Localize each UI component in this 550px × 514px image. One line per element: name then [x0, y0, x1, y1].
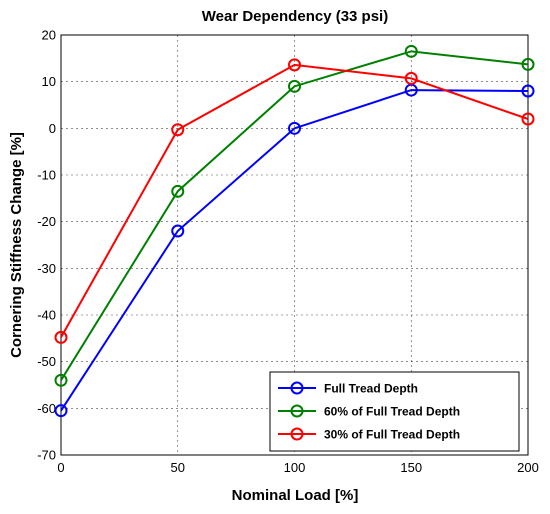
x-tick-label: 200	[517, 460, 539, 475]
plot-area	[60, 34, 529, 456]
data-point	[288, 58, 301, 72]
y-tick-label: -60	[37, 401, 56, 416]
series-3	[54, 58, 535, 344]
legend-item: 60% of Full Tread Depth	[278, 404, 460, 419]
data-point	[404, 44, 418, 58]
y-tick-label: -50	[37, 354, 56, 369]
series-line	[60, 89, 529, 412]
data-point	[288, 79, 301, 93]
x-tick-label: 50	[171, 460, 185, 475]
data-point	[54, 404, 68, 418]
x-tick-label: 100	[284, 460, 306, 475]
data-point	[171, 224, 185, 238]
y-tick-label: -20	[37, 214, 56, 229]
data-point	[521, 84, 535, 98]
series-line	[60, 50, 529, 381]
x-tick-label: 150	[400, 460, 422, 475]
data-point	[171, 123, 185, 137]
axis-ticks: 0 50 100 150 200 -70 -60 -50 -40 -30 -20 -10 0 10 20	[37, 28, 539, 476]
series-line	[60, 63, 529, 338]
y-axis-label: Cornering Stiffness Change [%]	[8, 132, 25, 358]
series-group	[54, 44, 535, 418]
legend-marker	[290, 404, 304, 418]
y-tick-label: 0	[49, 121, 56, 136]
legend-item: Full Tread Depth	[278, 381, 418, 396]
y-tick-label: -40	[37, 308, 56, 323]
y-tick-label: 20	[42, 28, 56, 43]
data-point	[404, 71, 418, 85]
legend-marker	[290, 427, 304, 441]
legend-item: 30% of Full Tread Depth	[278, 427, 460, 442]
legend-label: 60% of Full Tread Depth	[324, 405, 460, 419]
series-2	[54, 44, 535, 387]
data-point	[521, 57, 535, 71]
legend: Full Tread Depth 60% of Full Tread Depth 3…	[269, 371, 520, 452]
y-tick-label: 10	[42, 74, 56, 89]
y-tick-label: -30	[37, 261, 56, 276]
legend-marker	[290, 381, 304, 395]
x-axis-label: Nominal Load [%]	[232, 487, 359, 504]
data-point	[171, 184, 185, 198]
chart-title: Wear Dependency (33 psi)	[202, 8, 388, 25]
data-point	[54, 330, 68, 344]
legend-label: Full Tread Depth	[324, 382, 418, 396]
data-point	[521, 112, 535, 126]
data-point	[288, 121, 301, 135]
legend-label: 30% of Full Tread Depth	[324, 428, 460, 442]
x-tick-label: 0	[57, 460, 64, 475]
y-tick-label: -70	[37, 448, 56, 463]
y-tick-label: -10	[37, 168, 56, 183]
data-point	[54, 373, 68, 387]
